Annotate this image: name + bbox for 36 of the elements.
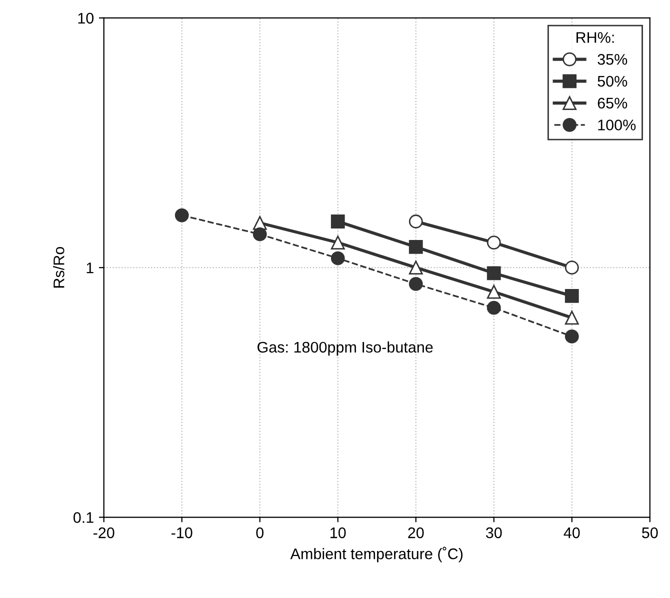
point (174, 208, 189, 222)
x-tick-label: 30 (486, 527, 502, 538)
point (330, 214, 345, 228)
legend-title: RH%: (576, 32, 614, 43)
x-tick-label: -20 (93, 527, 114, 538)
point (486, 300, 501, 315)
y-tick-label: 10 (78, 12, 94, 24)
y-axis-title: Rs/Ro (53, 247, 64, 288)
point (486, 284, 501, 299)
point (252, 227, 267, 242)
legend-label: 65% (598, 98, 628, 109)
legend-label: 50% (598, 76, 628, 87)
point (564, 260, 579, 275)
point (564, 330, 579, 344)
point (564, 310, 579, 325)
x-tick-label: 10 (330, 527, 346, 538)
x-tick-label: 20 (408, 527, 424, 538)
x-tick-label: 40 (564, 527, 580, 538)
x-tick-label: 50 (642, 527, 658, 538)
point (486, 236, 501, 250)
point (408, 214, 423, 228)
y-tick-label: 0.1 (73, 512, 94, 523)
point (408, 260, 423, 275)
point (330, 251, 345, 266)
legend-label: 35% (598, 54, 628, 65)
point (486, 266, 501, 280)
point (408, 240, 423, 254)
x-tick-label: -10 (171, 527, 192, 538)
point (330, 236, 345, 250)
x-axis-title: Ambient temperature (˚C) (290, 546, 463, 562)
y-tick-label: 1 (86, 262, 94, 274)
x-tick-label: 0 (256, 527, 264, 538)
legend-label: 100% (598, 120, 636, 130)
annotation: Gas: 1800ppm Iso-butane (258, 341, 433, 356)
point (564, 289, 579, 303)
point (408, 277, 423, 291)
